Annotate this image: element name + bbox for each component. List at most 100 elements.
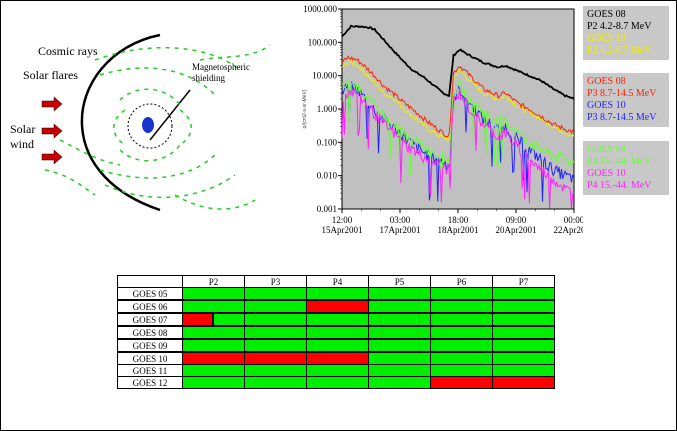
y-tick-label: 100.000 bbox=[308, 37, 338, 47]
table-row: GOES 11 bbox=[117, 364, 555, 377]
status-cell-ok bbox=[306, 338, 369, 353]
legend-box: GOES 08 P3 8.7-14.5 MeV GOES 10 P3 8.7-14.5… bbox=[583, 73, 669, 127]
field-lines bbox=[44, 44, 271, 210]
status-cell-ok bbox=[244, 325, 307, 340]
x-tick-date: 22Apr2001 bbox=[554, 225, 584, 235]
status-cell-ok bbox=[368, 312, 431, 327]
partial-fail-marker bbox=[183, 314, 214, 325]
shielding-label-2: shielding bbox=[192, 73, 225, 83]
x-tick-date: 20Apr2001 bbox=[496, 225, 537, 235]
legend-entry: GOES 08 bbox=[587, 76, 626, 87]
table-row: GOES 08 bbox=[117, 325, 555, 340]
x-tick-time: 18:00 bbox=[448, 215, 469, 225]
status-cell-ok bbox=[244, 299, 307, 314]
status-cell-ok bbox=[368, 376, 431, 389]
column-header: P5 bbox=[368, 275, 431, 288]
status-cell-ok bbox=[244, 312, 307, 327]
status-cell-partial bbox=[182, 312, 245, 327]
legend-entry: GOES 08 bbox=[587, 9, 626, 20]
proton-flux-plot: 1000.000 100.000 10.000 1.000 0.100 0.010 0.00… bbox=[302, 4, 595, 235]
status-cell-ok bbox=[244, 287, 307, 301]
shielding-label-1: Magnetospheric bbox=[192, 62, 250, 72]
status-cell-ok bbox=[492, 325, 555, 340]
row-label: GOES 12 bbox=[117, 376, 183, 389]
legend-entry: GOES 10 bbox=[587, 33, 626, 44]
row-label: GOES 11 bbox=[117, 364, 183, 377]
legend-entry: P4 15.-44. MeV bbox=[587, 180, 652, 191]
legend-entry: P3 8.7-14.5 MeV bbox=[587, 112, 657, 123]
legend-entry: GOES 10 bbox=[587, 100, 626, 111]
column-header: P7 bbox=[492, 275, 555, 288]
y-tick-label: 0.100 bbox=[317, 137, 338, 147]
status-cell-ok bbox=[182, 338, 245, 353]
solar-wind-label-1: Solar bbox=[10, 122, 36, 136]
status-cell-ok bbox=[368, 351, 431, 365]
table-row: GOES 06 bbox=[117, 299, 555, 314]
column-header: P4 bbox=[306, 275, 369, 288]
status-cell-ok bbox=[430, 325, 493, 340]
row-label: GOES 10 bbox=[117, 351, 183, 365]
y-tick-label: 1.000 bbox=[317, 104, 338, 114]
legend-entry: P3 8.7-14.5 MeV bbox=[587, 88, 657, 99]
earth bbox=[142, 117, 154, 133]
x-tick-time: 09:00 bbox=[506, 215, 527, 225]
status-cell-ok bbox=[306, 325, 369, 340]
status-cell-ok bbox=[182, 299, 245, 314]
table-corner bbox=[117, 275, 183, 288]
status-cell-ok bbox=[430, 364, 493, 377]
x-tick-time: 12:00 bbox=[332, 215, 353, 225]
status-cell-ok bbox=[244, 376, 307, 389]
x-tick-date: 15Apr2001 bbox=[322, 225, 363, 235]
column-header: P6 bbox=[430, 275, 493, 288]
row-label: GOES 05 bbox=[117, 287, 183, 301]
legend-entry: GOES 08 bbox=[587, 144, 626, 155]
status-cell-ok bbox=[492, 287, 555, 301]
status-cell-ok bbox=[182, 325, 245, 340]
series-line-5 bbox=[342, 78, 574, 202]
solar-wind-label-2: wind bbox=[10, 137, 34, 151]
status-cell-ok bbox=[492, 364, 555, 377]
table-row: GOES 07 bbox=[117, 312, 555, 327]
status-cell-fail bbox=[244, 351, 307, 365]
y-tick-label: 1000.000 bbox=[303, 4, 337, 14]
y-tick-label: 10.000 bbox=[312, 71, 337, 81]
status-cell-ok bbox=[368, 287, 431, 301]
x-tick-time: 03:00 bbox=[390, 215, 411, 225]
status-cell-ok bbox=[306, 287, 369, 301]
status-cell-ok bbox=[492, 351, 555, 365]
solar-flares-label: Solar flares bbox=[23, 68, 78, 82]
status-cell-ok bbox=[244, 364, 307, 377]
x-tick-date: 18Apr2001 bbox=[438, 225, 479, 235]
shielding-pointer bbox=[149, 89, 191, 141]
status-cell-ok bbox=[368, 325, 431, 340]
status-cell-ok bbox=[368, 299, 431, 314]
status-cell-ok bbox=[430, 312, 493, 327]
legend-entry: P4 15.-44. MeV bbox=[587, 156, 652, 167]
status-cell-ok bbox=[430, 287, 493, 301]
status-cell-ok bbox=[492, 299, 555, 314]
goes-status-table: P2 P3 P4 P5 P6 P7 GOES 05 GOES 06 GOES 07 GOES 0… bbox=[117, 275, 555, 389]
status-cell-ok bbox=[430, 338, 493, 353]
status-cell-ok bbox=[306, 364, 369, 377]
status-cell-ok bbox=[368, 338, 431, 353]
status-cell-fail bbox=[492, 376, 555, 389]
status-cell-ok bbox=[182, 376, 245, 389]
y-tick-label: 0.010 bbox=[317, 171, 338, 181]
status-cell-fail bbox=[306, 299, 369, 314]
status-cell-fail bbox=[430, 376, 493, 389]
status-cell-ok bbox=[306, 376, 369, 389]
proton-flux-chart: 1000.000 100.000 10.000 1.000 0.100 0.010 0.00… bbox=[298, 3, 595, 246]
status-cell-ok bbox=[492, 338, 555, 353]
status-table-header: P2 P3 P4 P5 P6 P7 bbox=[117, 275, 555, 288]
column-header: P2 bbox=[182, 275, 245, 288]
series-line-3 bbox=[342, 55, 574, 138]
x-tick-time: 00:00 bbox=[564, 215, 583, 225]
table-row: GOES 09 bbox=[117, 338, 555, 353]
status-cell-ok bbox=[430, 351, 493, 365]
status-cell-fail bbox=[306, 351, 369, 365]
legend-box: GOES 08 P4 15.-44. MeV GOES 10 P4 15.-44. M… bbox=[583, 141, 669, 195]
status-cell-fail bbox=[182, 351, 245, 365]
y-tick-label: 0.001 bbox=[317, 204, 337, 214]
series-line-6 bbox=[342, 88, 574, 209]
table-row: GOES 10 bbox=[117, 351, 555, 365]
